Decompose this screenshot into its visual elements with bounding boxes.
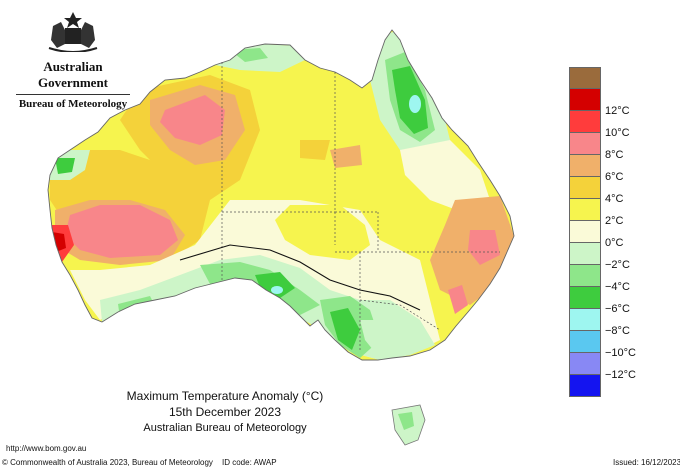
legend-label: −2°C	[605, 259, 630, 271]
legend-swatch	[569, 353, 601, 375]
legend-label: −8°C	[605, 325, 630, 337]
legend-swatch	[569, 331, 601, 353]
map-title: Maximum Temperature Anomaly (°C)	[126, 389, 324, 403]
legend-label: −12°C	[605, 369, 637, 381]
footer-copyright: © Commonwealth of Australia 2023, Bureau…	[2, 458, 213, 467]
legend-label: 12°C	[605, 105, 630, 117]
state-borders	[221, 62, 500, 350]
legend-swatch	[569, 177, 601, 199]
coastline	[47, 29, 515, 361]
legend-swatch	[569, 67, 601, 89]
legend-swatch	[569, 287, 601, 309]
map-date: 15th December 2023	[168, 405, 282, 419]
legend-label: 4°C	[605, 193, 624, 205]
legend-label: 0°C	[605, 237, 624, 249]
legend-swatch	[569, 111, 601, 133]
legend-swatch	[569, 375, 601, 397]
legend-swatch	[569, 309, 601, 331]
legend-label: 2°C	[605, 215, 624, 227]
map-source: Australian Bureau of Meteorology	[143, 422, 307, 434]
legend-label: −10°C	[605, 347, 637, 359]
legend-label: −6°C	[605, 303, 630, 315]
legend-swatch	[569, 265, 601, 287]
footer-id-code: ID code: AWAP	[222, 458, 277, 467]
footer-issued: Issued: 16/12/2023	[613, 458, 680, 467]
color-legend: 12°C 10°C 8°C 6°C 4°C 2°C 0°C −2°C −4°C −6°C −8°C −…	[569, 67, 636, 397]
legend-swatch	[569, 133, 601, 155]
footer-url[interactable]: http://www.bom.gov.au	[6, 444, 87, 453]
legend-swatch	[569, 155, 601, 177]
legend-label: 6°C	[605, 171, 624, 183]
zero-contour	[179, 244, 421, 311]
legend-swatch	[569, 89, 601, 111]
coat-of-arms-icon	[48, 12, 98, 53]
legend-label: 8°C	[605, 149, 624, 161]
agency-name: Australian Government	[37, 59, 109, 90]
map-title-block: Maximum Temperature Anomaly (°C) 15th De…	[110, 388, 340, 436]
bureau-name: Bureau of Meteorology	[16, 94, 130, 110]
legend-swatch	[569, 243, 601, 265]
legend-swatch	[569, 221, 601, 243]
legend-label: −4°C	[605, 281, 630, 293]
legend-swatch	[569, 199, 601, 221]
legend-label: 10°C	[605, 127, 630, 139]
government-logo: Australian Government Bureau of Meteorol…	[8, 10, 138, 110]
